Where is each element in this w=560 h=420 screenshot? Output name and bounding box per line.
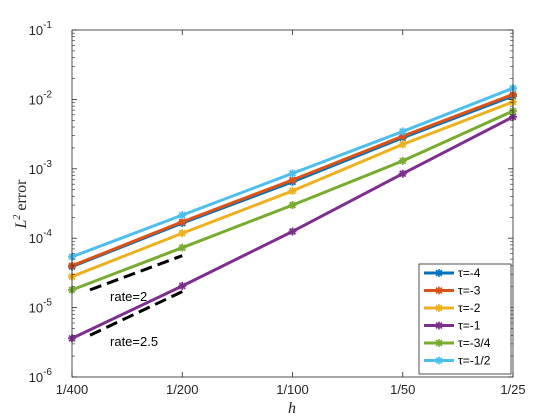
legend-label: τ=-1: [458, 319, 481, 333]
data-point: [398, 169, 407, 178]
legend: τ=-4 τ=-3 τ=-2 τ=-1 τ=-3/4 τ=-1/2: [418, 263, 512, 375]
y-tick-label-base: 10: [29, 162, 43, 177]
legend-marker: [435, 269, 443, 277]
data-point: [288, 175, 297, 184]
data-point: [398, 156, 407, 165]
legend-item: τ=-2: [424, 301, 481, 315]
x-tick-labels: 1/400 1/200 1/100 1/50 1/25: [56, 382, 526, 397]
legend-label: τ=-1/2: [458, 354, 491, 368]
legend-label: τ=-3/4: [458, 336, 491, 350]
data-point: [288, 201, 297, 210]
legend-box: [418, 263, 512, 375]
y-axis-label-main: L: [13, 220, 30, 230]
y-tick-label: 10-1: [29, 20, 53, 38]
data-point: [178, 211, 187, 220]
data-point: [288, 227, 297, 236]
y-axis-label-sup: 2: [12, 215, 23, 220]
y-tick-label-base: 10: [29, 301, 43, 316]
x-tick-label: 1/100: [276, 382, 309, 397]
legend-label: τ=-4: [458, 266, 481, 280]
y-tick-label-base: 10: [29, 370, 43, 385]
legend-item: τ=-3/4: [424, 336, 491, 350]
data-point: [178, 229, 187, 238]
x-axis-label: h: [288, 400, 296, 417]
legend-marker: [435, 321, 443, 330]
y-tick-label-exp: -1: [43, 20, 52, 31]
legend-label: τ=-3: [458, 284, 481, 298]
data-point: [398, 127, 407, 136]
legend-item: τ=-4: [424, 266, 481, 280]
x-tick-label: 1/400: [56, 382, 89, 397]
y-tick-labels: 10-610-510-410-310-210-1: [29, 20, 53, 385]
legend-marker: [435, 356, 443, 365]
data-point: [178, 217, 187, 226]
y-tick-label-exp: -6: [43, 367, 52, 378]
y-tick-label-exp: -3: [43, 159, 52, 170]
legend-item: τ=-1: [424, 319, 481, 333]
x-tick-label: 1/200: [166, 382, 199, 397]
y-tick-label-base: 10: [29, 23, 43, 38]
y-tick-label: 10-2: [29, 89, 53, 107]
reference-label: rate=2.5: [110, 334, 158, 349]
y-tick-label: 10-4: [29, 228, 53, 246]
y-tick-label: 10-3: [29, 159, 53, 177]
data-point: [288, 169, 297, 178]
legend-label: τ=-2: [458, 301, 481, 315]
data-point: [398, 140, 407, 149]
y-tick-label-exp: -4: [43, 228, 52, 239]
reference-line: [89, 254, 183, 292]
y-tick-label-base: 10: [29, 231, 43, 246]
legend-item: τ=-3: [424, 284, 481, 298]
y-tick-label: 10-5: [29, 298, 53, 316]
y-tick-label: 10-6: [29, 367, 53, 385]
data-point: [288, 186, 297, 195]
data-point: [178, 281, 187, 290]
y-tick-label-exp: -2: [43, 89, 52, 100]
series-5: [68, 84, 517, 261]
data-point: [178, 243, 187, 252]
legend-item: τ=-1/2: [424, 354, 491, 368]
x-tick-label: 1/50: [390, 382, 415, 397]
y-tick-label-base: 10: [29, 92, 43, 107]
reference-lines: rate=2 rate=2.5: [89, 254, 183, 349]
y-tick-label-exp: -5: [43, 298, 52, 309]
legend-marker: [435, 304, 443, 312]
legend-marker: [435, 286, 443, 295]
x-tick-label: 1/25: [500, 382, 525, 397]
reference-label: rate=2: [110, 289, 147, 304]
y-axis-label-suffix: error: [13, 179, 30, 215]
y-axis-label: L2 error: [12, 179, 30, 230]
data-point: [398, 132, 407, 141]
legend-marker: [435, 339, 443, 347]
